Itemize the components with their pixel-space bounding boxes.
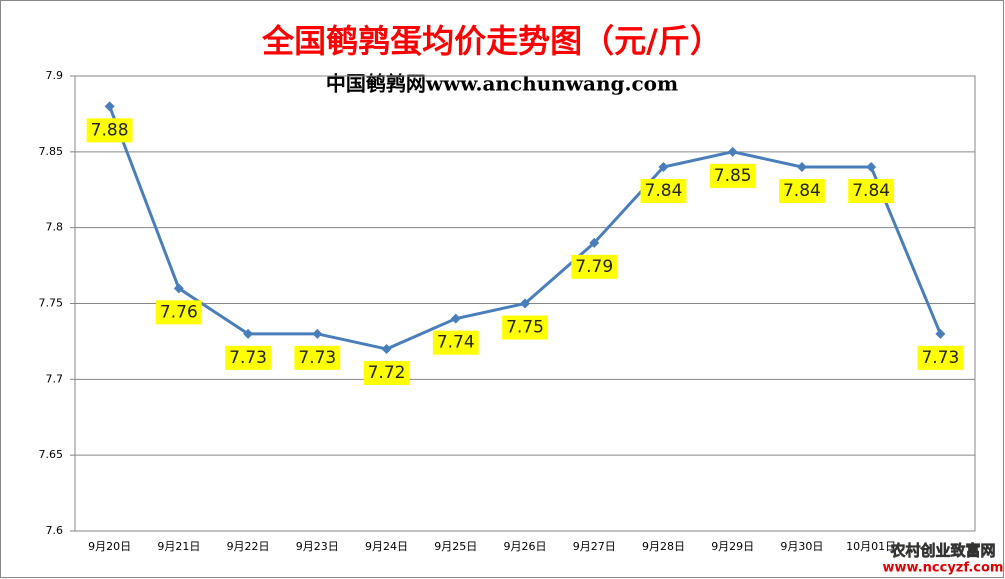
- data-marker: [381, 344, 392, 354]
- data-label-bg: [571, 254, 618, 279]
- data-label-text: 7.74: [437, 333, 475, 353]
- y-tick-label: 7.75: [39, 297, 64, 310]
- data-marker: [589, 237, 600, 248]
- x-tick-label: 9月20日: [88, 540, 131, 553]
- data-label: 7.75: [502, 315, 548, 340]
- data-marker: [173, 283, 184, 294]
- data-marker: [935, 328, 946, 339]
- data-label-bg: [155, 300, 202, 325]
- data-marker: [520, 298, 530, 309]
- y-tick-label: 7.7: [46, 372, 64, 385]
- data-label-text: 7.73: [229, 348, 267, 368]
- data-label-text: 7.76: [160, 302, 198, 322]
- y-tick-label: 7.6: [46, 524, 64, 537]
- x-tick-label: 9月28日: [642, 540, 685, 553]
- data-label: 7.74: [432, 330, 479, 355]
- y-tick-label: 7.8: [46, 221, 64, 234]
- y-tick-label: 7.9: [46, 69, 64, 82]
- data-label: 7.79: [571, 254, 618, 279]
- x-tick-label: 9月26日: [504, 540, 547, 553]
- data-marker: [727, 146, 738, 157]
- data-label-bg: [709, 163, 756, 188]
- chart-subtitle: 中国鹌鹑网www.anchunwang.com: [326, 72, 678, 96]
- data-marker: [243, 328, 254, 339]
- data-label-text: 7.88: [91, 120, 129, 140]
- watermark: 农村创业致富网: [889, 542, 995, 560]
- data-label: 7.72: [363, 361, 410, 385]
- data-label-bg: [848, 179, 895, 203]
- data-label-bg: [363, 361, 410, 385]
- data-label-text: 7.73: [921, 348, 959, 368]
- x-tick-label: 9月27日: [573, 540, 616, 553]
- data-label: 7.88: [86, 118, 133, 143]
- data-label-text: 7.75: [506, 318, 544, 338]
- x-tick-label: 9月30日: [780, 540, 823, 553]
- data-label-bg: [640, 179, 687, 203]
- data-label: 7.85: [709, 163, 756, 188]
- data-label-bg: [502, 315, 548, 340]
- data-label: 7.73: [294, 345, 341, 370]
- y-tick-label: 7.85: [39, 145, 64, 158]
- data-label-bg: [294, 345, 341, 370]
- data-label-text: 7.84: [645, 181, 683, 201]
- data-label-bg: [225, 345, 272, 370]
- x-tick-label: 9月29日: [711, 540, 754, 553]
- data-label-bg: [86, 118, 133, 143]
- data-label: 7.76: [155, 300, 202, 325]
- x-tick-label: 9月23日: [296, 540, 339, 553]
- data-label-bg: [432, 330, 479, 355]
- watermark-url: www.nccyzf.com: [883, 561, 1004, 576]
- x-tick-label: 9月22日: [227, 540, 270, 553]
- x-tick-label: 9月25日: [434, 540, 477, 553]
- data-label-text: 7.73: [298, 348, 336, 368]
- data-label-text: 7.79: [575, 257, 613, 277]
- data-label: 7.84: [778, 179, 825, 203]
- data-label-bg: [917, 345, 964, 370]
- data-label: 7.84: [848, 179, 895, 203]
- data-label-text: 7.84: [852, 181, 890, 201]
- data-label-bg: [778, 179, 825, 203]
- data-marker: [450, 313, 461, 324]
- data-marker: [312, 328, 323, 339]
- x-tick-label: 9月24日: [365, 540, 408, 553]
- chart-title: 全国鹌鹑蛋均价走势图（元/斤）: [261, 22, 722, 60]
- data-label-text: 7.72: [368, 363, 406, 383]
- data-marker: [866, 162, 877, 172]
- data-marker: [658, 162, 669, 172]
- data-label: 7.84: [640, 179, 687, 203]
- data-label-text: 7.84: [783, 181, 821, 201]
- data-label: 7.73: [917, 345, 964, 370]
- data-marker: [104, 101, 115, 112]
- data-marker: [796, 162, 807, 172]
- y-tick-label: 7.65: [39, 448, 64, 461]
- data-label-text: 7.85: [714, 166, 752, 186]
- x-tick-label: 9月21日: [157, 540, 200, 553]
- data-label: 7.73: [225, 345, 272, 370]
- x-tick-label: 10月01日: [846, 540, 896, 553]
